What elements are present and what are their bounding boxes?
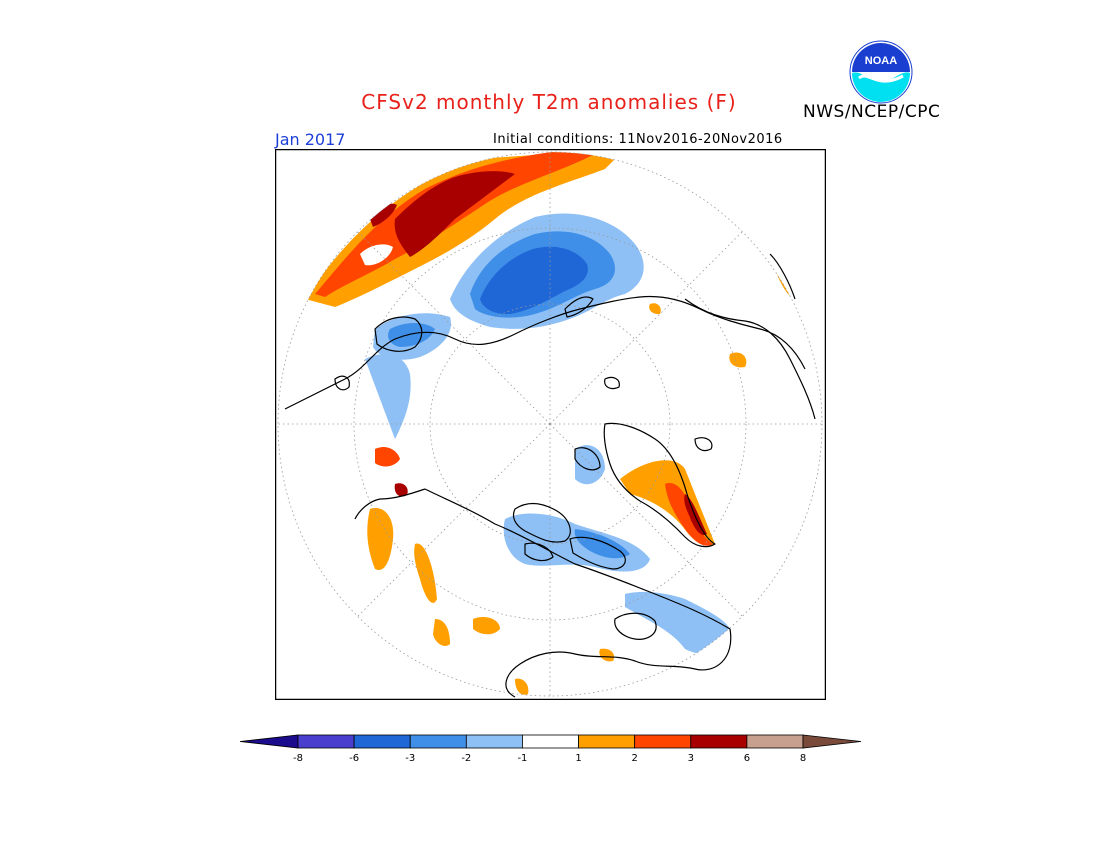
legend-color-box [746, 734, 804, 749]
legend-tick-label: -2 [461, 753, 471, 764]
cold-anomaly-canada-arctic-mid [574, 529, 630, 559]
noaa-logo-text: NOAA [865, 55, 897, 67]
warm-anomaly-us-west [473, 617, 500, 635]
cold-anomaly-hudson [625, 591, 730, 654]
noaa-logo: NOAA [849, 40, 913, 104]
forecast-period: Jan 2017 [275, 130, 346, 149]
legend-tick-label: -6 [349, 753, 359, 764]
legend-color-boxes [239, 734, 862, 749]
legend-color-box [690, 734, 748, 749]
cold-anomaly-siberia-core [480, 246, 588, 315]
coastlines [284, 253, 816, 698]
warm-anomaly-us-south [515, 678, 529, 695]
legend-tick-label: 1 [575, 753, 581, 764]
legend-tick-label: -8 [293, 753, 303, 764]
legend-tick-label: 2 [631, 753, 637, 764]
warm-anomaly-iberia [375, 447, 400, 467]
warm-anomaly-europe-core [394, 171, 515, 257]
legend-color-box [634, 734, 692, 749]
legend-tick-labels: -8 -6 -3 -2 -1 1 2 3 6 8 [293, 753, 806, 764]
polar-map [275, 149, 826, 700]
legend-color-box [353, 734, 411, 749]
legend-tick-label: 8 [800, 753, 806, 764]
legend-color-box [409, 734, 467, 749]
legend-color-box [465, 734, 523, 749]
initial-conditions: Initial conditions: 11Nov2016-20Nov2016 [493, 132, 783, 147]
legend-arrow-low [239, 734, 299, 749]
legend-tick-label: 3 [688, 753, 694, 764]
legend-tick-label: -3 [405, 753, 415, 764]
cold-anomaly-scandinavia-mid [388, 323, 435, 347]
legend-color-box [522, 734, 579, 749]
legend-color-box [578, 734, 636, 749]
warm-anomaly-iberia-2 [394, 483, 408, 497]
anomaly-layer [305, 152, 795, 695]
warm-anomaly-europe-core2 [370, 203, 397, 227]
warm-anomaly-europe-outer [305, 152, 625, 307]
warm-anomaly-alaska [367, 508, 394, 570]
legend-tick-label: 6 [744, 753, 750, 764]
warm-anomaly-asia-small [649, 303, 661, 315]
legend-arrow-high [802, 734, 862, 749]
warm-gap-white [360, 244, 393, 266]
cold-anomaly-w-europe [365, 354, 411, 439]
legend-color-box [297, 734, 355, 749]
legend-tick-label: -1 [517, 753, 527, 764]
map-title: CFSv2 monthly T2m anomalies (F) [361, 90, 737, 114]
warm-anomaly-nw-canada [414, 543, 437, 603]
graticule [277, 151, 823, 697]
cold-anomaly-greenland-west [575, 445, 605, 485]
agency-label: NWS/NCEP/CPC [803, 102, 941, 122]
warm-anomaly-great-lakes [599, 648, 615, 662]
warm-anomaly-n-pacific [433, 619, 450, 646]
warm-anomaly-europe-mid [315, 152, 595, 297]
color-legend: -8 -6 -3 -2 -1 1 2 3 6 8 [239, 734, 862, 764]
